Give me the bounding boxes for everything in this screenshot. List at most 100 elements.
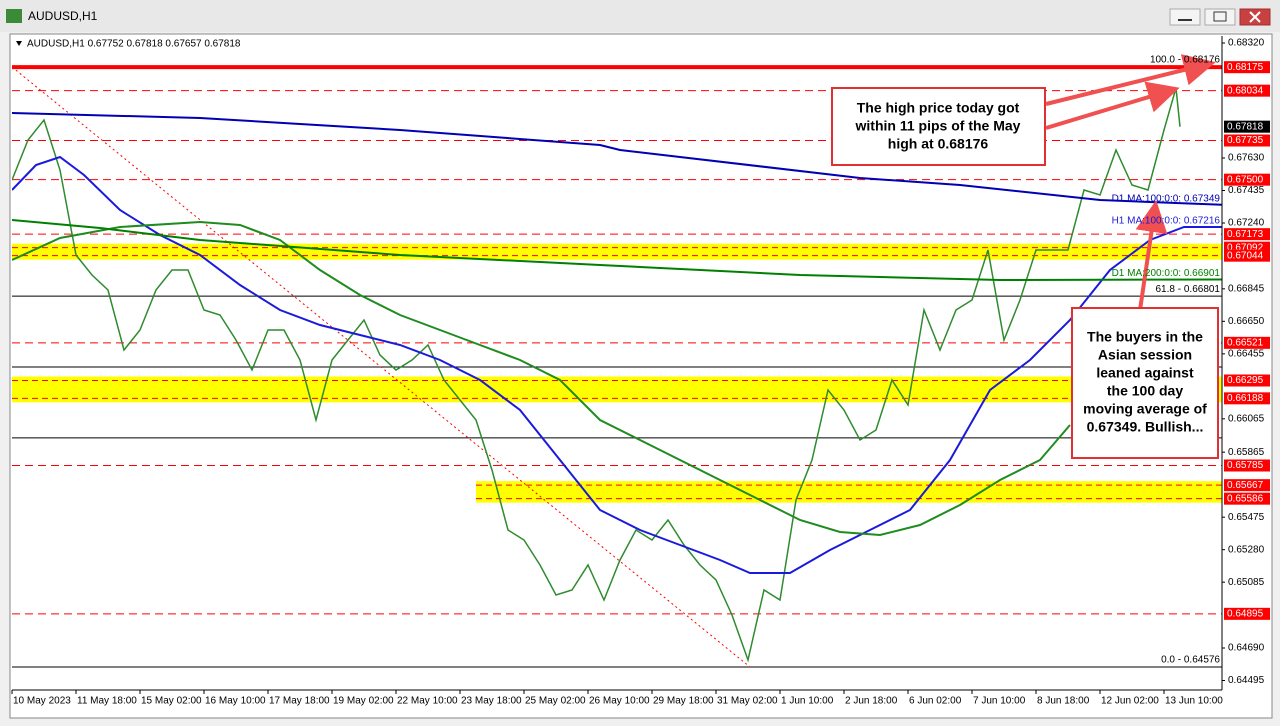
- y-tick-label: 0.67240: [1228, 218, 1265, 229]
- price-label-box: [1224, 249, 1270, 262]
- price-label: 0.66188: [1227, 393, 1264, 404]
- x-tick-label: 22 May 10:00: [397, 696, 458, 707]
- annotation-box: [831, 87, 1046, 166]
- price-label: 0.67818: [1227, 121, 1264, 132]
- price-label: 0.67044: [1227, 250, 1264, 261]
- chart-frame: [9, 33, 1273, 719]
- price-label: 0.67735: [1227, 135, 1264, 146]
- x-tick-label: 25 May 02:00: [525, 696, 586, 707]
- series-line: [12, 112, 1222, 206]
- x-tick-label: 7 Jun 10:00: [973, 696, 1026, 707]
- annotation-text: the 100 day: [1107, 383, 1183, 399]
- x-tick-label: 10 May 2023: [13, 696, 71, 707]
- y-tick-label: 0.65280: [1228, 544, 1265, 555]
- title-bar: [0, 0, 1280, 32]
- y-tick-label: 0.66650: [1228, 316, 1265, 327]
- series-line: [12, 219, 1222, 282]
- price-label: 0.68034: [1227, 85, 1264, 96]
- price-label-box: [1224, 120, 1270, 133]
- series-line: [12, 155, 1222, 574]
- menu-triangle[interactable]: [16, 41, 22, 46]
- x-tick-label: 23 May 18:00: [461, 696, 522, 707]
- price-label-box: [1224, 479, 1270, 492]
- y-tick-label: 0.65475: [1228, 512, 1265, 523]
- y-tick-label: 0.67630: [1228, 153, 1265, 164]
- annotation-text: The buyers in the: [1087, 329, 1203, 345]
- axes: 0.68320 0.67630 0.67435 0.67240 0.66845 0.666…: [11, 36, 1270, 707]
- y-tick-label: 0.66845: [1228, 283, 1265, 294]
- app-icon: [6, 9, 22, 23]
- fib-label: 0.0 - 0.64576: [1161, 655, 1220, 666]
- price-label-box: [1224, 374, 1270, 387]
- x-tick-label: 26 May 10:00: [589, 696, 650, 707]
- annotation-2: The buyers in the Asian session leaned a…: [1071, 200, 1219, 459]
- window-title: AUDUSD,H1: [28, 9, 98, 23]
- price-label: 0.65586: [1227, 493, 1264, 504]
- price-label-box: [1224, 84, 1270, 97]
- annotation-text: 0.67349. Bullish...: [1087, 419, 1204, 435]
- price-label-box: [1224, 134, 1270, 147]
- ma-label: D1 MA:100:0:0: 0.67349: [1112, 193, 1221, 204]
- y-tick-label: 0.66065: [1228, 413, 1265, 424]
- trendline: [12, 66, 751, 668]
- y-tick-label: 0.64690: [1228, 643, 1265, 654]
- y-tick-label: 0.67435: [1228, 185, 1265, 196]
- y-tick-label: 0.68320: [1228, 38, 1265, 49]
- x-tick-label: 13 Jun 10:00: [1165, 696, 1223, 707]
- x-tick-label: 11 May 18:00: [77, 696, 137, 707]
- x-tick-label: 8 Jun 18:00: [1037, 696, 1090, 707]
- annotation-text: within 11 pips of the May: [855, 118, 1021, 134]
- x-tick-label: 29 May 18:00: [653, 696, 714, 707]
- plot-area: [12, 65, 1222, 668]
- series-line: [12, 220, 1071, 537]
- ma-label: H1 MA:100:0:0: 0.67216: [1112, 216, 1221, 227]
- x-tick-label: 1 Jun 10:00: [781, 696, 834, 707]
- zone: [476, 481, 1222, 503]
- y-tick-label: 0.64495: [1228, 675, 1265, 686]
- maximize-icon: [1213, 11, 1227, 22]
- price-label-box: [1224, 336, 1270, 349]
- ma-label: D1 MA:200:0:0: 0.66901: [1112, 268, 1221, 279]
- x-tick-label: 15 May 02:00: [141, 696, 202, 707]
- annotation-text: high at 0.68176: [888, 136, 989, 152]
- close-icon: [1249, 11, 1261, 23]
- price-label-box: [1224, 607, 1270, 620]
- price-label-box: [1224, 459, 1270, 472]
- price-label-box: [1224, 173, 1270, 186]
- x-tick-label: 6 Jun 02:00: [909, 696, 962, 707]
- price-label: 0.64895: [1227, 608, 1264, 619]
- price-label: 0.67173: [1227, 229, 1264, 240]
- price-label: 0.65785: [1227, 460, 1264, 471]
- x-tick-label: 17 May 18:00: [269, 696, 330, 707]
- arrow: [1045, 54, 1216, 106]
- annotation-text: leaned against: [1096, 365, 1194, 381]
- annotation-text: moving average of: [1083, 401, 1207, 417]
- x-tick-label: 2 Jun 18:00: [845, 696, 898, 707]
- price-label: 0.66295: [1227, 375, 1264, 386]
- arrow: [1135, 200, 1168, 311]
- annotation-text: Asian session: [1098, 347, 1192, 363]
- y-tick-label: 0.65085: [1228, 577, 1265, 588]
- fib-label: 61.8 - 0.66801: [1156, 284, 1221, 295]
- series-line: [12, 87, 1181, 663]
- x-tick-label: 12 Jun 02:00: [1101, 696, 1159, 707]
- price-label: 0.68175: [1227, 62, 1264, 73]
- fib-label: 100.0 - 0.68176: [1150, 55, 1220, 66]
- maximize-button[interactable]: [1204, 8, 1236, 26]
- x-tick-label: 16 May 10:00: [205, 696, 266, 707]
- minimize-button[interactable]: [1169, 8, 1201, 26]
- y-tick-label: 0.66455: [1228, 348, 1265, 359]
- symbol-info: AUDUSD,H1 0.67752 0.67818 0.67657 0.6781…: [27, 39, 241, 50]
- x-tick-label: 31 May 02:00: [717, 696, 778, 707]
- price-label-box: [1224, 492, 1270, 505]
- annotation-box: [1071, 307, 1219, 459]
- y-tick-label: 0.65865: [1228, 447, 1265, 458]
- price-label-box: [1224, 392, 1270, 405]
- annotation-1: The high price today got within 11 pips …: [831, 54, 1216, 166]
- price-label: 0.65667: [1227, 480, 1264, 491]
- arrow: [1045, 81, 1180, 130]
- price-label: 0.67500: [1227, 174, 1264, 185]
- price-label: 0.66521: [1227, 337, 1264, 348]
